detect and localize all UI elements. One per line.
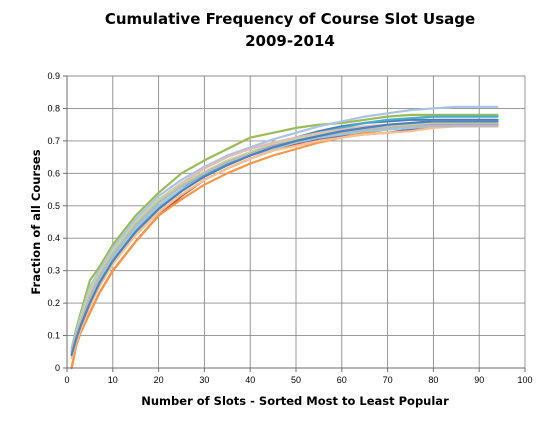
series-line-12	[70, 125, 499, 360]
y-tick-label: 0.6	[47, 168, 60, 178]
chart-subtitle: 2009-2014	[245, 32, 335, 50]
y-axis-label: Fraction of all Courses	[29, 149, 43, 294]
series-line-13	[70, 125, 499, 353]
y-tick-label: 0.3	[47, 266, 60, 276]
series-line-9	[70, 121, 499, 353]
y-tick-label: 0.2	[47, 298, 60, 308]
axes	[63, 75, 526, 372]
series-line-14	[70, 120, 499, 357]
x-tick-label: 90	[474, 375, 484, 385]
x-tick-label: 10	[108, 375, 118, 385]
y-tick-label: 0.5	[47, 201, 60, 211]
x-tick-label: 50	[291, 375, 301, 385]
x-axis-label: Number of Slots - Sorted Most to Least P…	[141, 394, 449, 408]
y-tick-label: 0.7	[47, 136, 60, 146]
x-tick-label: 30	[199, 375, 209, 385]
series-line-7	[70, 105, 499, 350]
chart-title: Cumulative Frequency of Course Slot Usag…	[105, 10, 475, 28]
y-tick-label: 0	[55, 363, 60, 373]
x-tick-label: 20	[154, 375, 164, 385]
x-tick-label: 40	[245, 375, 255, 385]
y-tick-label: 0.9	[47, 71, 60, 81]
y-tick-label: 0.8	[47, 103, 60, 113]
x-tick-label: 80	[428, 375, 438, 385]
y-tick-label: 0.4	[47, 233, 60, 243]
x-tick-label: 60	[337, 375, 347, 385]
x-tick-label: 100	[517, 375, 532, 385]
x-tick-label: 0	[64, 375, 69, 385]
y-tick-label: 0.1	[47, 331, 60, 341]
tick-labels: 0 10 20 30 40 50 60 70 80 90 100 0 0.1 0.2 0.3 0.4 0.5 0.…	[47, 71, 532, 385]
series-line-3	[70, 113, 499, 350]
x-tick-label: 70	[383, 375, 393, 385]
series-lines	[70, 105, 499, 370]
